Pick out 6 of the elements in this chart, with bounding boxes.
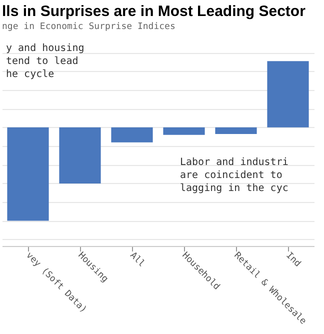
chart-title: lls in Surprises are in Most Leading Sector (2, 3, 306, 20)
x-tick-label: All (128, 250, 146, 270)
chart-subtitle: nge in Economic Surprise Indices (2, 22, 176, 32)
x-tick-label: Ind (284, 250, 302, 270)
annotation: Labor and industri are coincident to lagging in the cyc (180, 157, 288, 194)
annotation: y and housing tend to lead he cycle (6, 43, 84, 80)
